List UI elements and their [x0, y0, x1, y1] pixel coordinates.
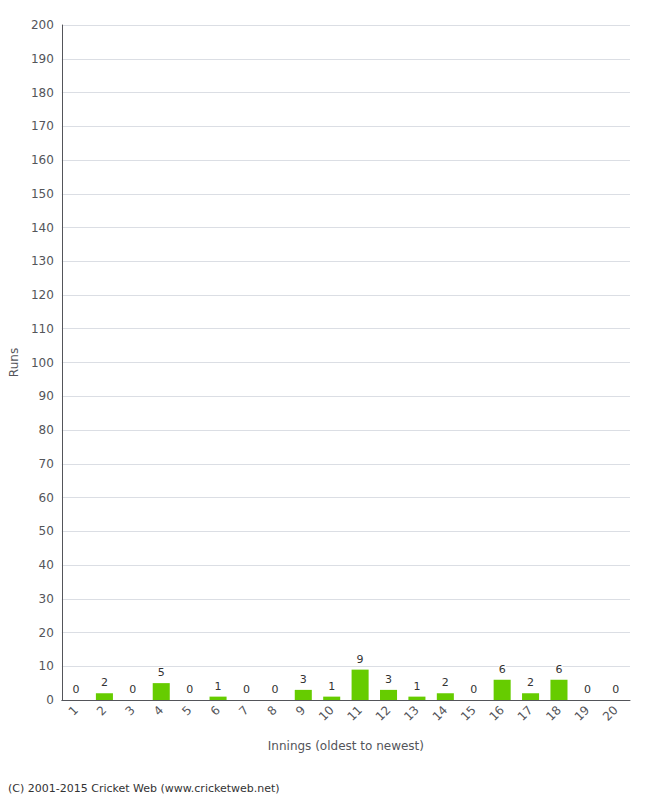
- svg-text:5: 5: [158, 666, 165, 679]
- svg-text:0: 0: [186, 683, 193, 696]
- svg-text:6: 6: [208, 703, 223, 718]
- svg-text:9: 9: [293, 703, 308, 718]
- svg-text:2: 2: [94, 703, 109, 718]
- svg-text:120: 120: [31, 288, 54, 302]
- svg-text:1: 1: [215, 680, 222, 693]
- svg-text:1: 1: [413, 680, 420, 693]
- svg-text:190: 190: [31, 52, 54, 66]
- svg-text:20: 20: [600, 703, 621, 724]
- svg-text:16: 16: [486, 703, 507, 724]
- svg-text:10: 10: [316, 703, 337, 724]
- svg-text:11: 11: [344, 703, 365, 724]
- svg-text:110: 110: [31, 322, 54, 336]
- svg-text:10: 10: [39, 659, 54, 673]
- svg-text:70: 70: [39, 457, 54, 471]
- svg-text:Innings (oldest to newest): Innings (oldest to newest): [268, 739, 424, 753]
- svg-text:160: 160: [31, 153, 54, 167]
- svg-text:5: 5: [179, 703, 194, 718]
- svg-text:50: 50: [39, 524, 54, 538]
- svg-text:13: 13: [401, 703, 422, 724]
- svg-text:60: 60: [39, 491, 54, 505]
- svg-text:80: 80: [39, 423, 54, 437]
- svg-text:3: 3: [122, 703, 137, 718]
- svg-text:140: 140: [31, 221, 54, 235]
- svg-text:0: 0: [612, 683, 619, 696]
- svg-text:0: 0: [243, 683, 250, 696]
- svg-text:14: 14: [430, 703, 451, 724]
- svg-text:1: 1: [328, 680, 335, 693]
- svg-text:2: 2: [101, 676, 108, 689]
- svg-text:2: 2: [442, 676, 449, 689]
- svg-text:2: 2: [527, 676, 534, 689]
- svg-text:130: 130: [31, 254, 54, 268]
- svg-text:4: 4: [151, 703, 166, 718]
- svg-text:0: 0: [73, 683, 80, 696]
- svg-text:7: 7: [236, 703, 251, 718]
- svg-text:200: 200: [31, 18, 54, 32]
- svg-text:15: 15: [458, 703, 479, 724]
- svg-text:19: 19: [572, 703, 593, 724]
- svg-text:30: 30: [39, 592, 54, 606]
- svg-text:18: 18: [543, 703, 564, 724]
- svg-text:0: 0: [584, 683, 591, 696]
- svg-text:6: 6: [499, 663, 506, 676]
- svg-text:180: 180: [31, 86, 54, 100]
- svg-text:3: 3: [300, 673, 307, 686]
- svg-text:9: 9: [357, 653, 364, 666]
- svg-text:1: 1: [66, 703, 81, 718]
- svg-text:0: 0: [129, 683, 136, 696]
- svg-text:40: 40: [39, 558, 54, 572]
- svg-text:150: 150: [31, 187, 54, 201]
- svg-text:6: 6: [555, 663, 562, 676]
- svg-text:90: 90: [39, 389, 54, 403]
- svg-text:3: 3: [385, 673, 392, 686]
- svg-text:17: 17: [515, 703, 536, 724]
- svg-text:Runs: Runs: [7, 348, 21, 377]
- svg-text:0: 0: [46, 693, 54, 707]
- svg-text:170: 170: [31, 119, 54, 133]
- svg-text:(C) 2001-2015 Cricket Web (www: (C) 2001-2015 Cricket Web (www.cricketwe…: [8, 782, 280, 795]
- svg-text:8: 8: [265, 703, 280, 718]
- svg-text:0: 0: [470, 683, 477, 696]
- svg-text:100: 100: [31, 356, 54, 370]
- svg-text:12: 12: [373, 703, 394, 724]
- svg-text:20: 20: [39, 626, 54, 640]
- svg-text:0: 0: [271, 683, 278, 696]
